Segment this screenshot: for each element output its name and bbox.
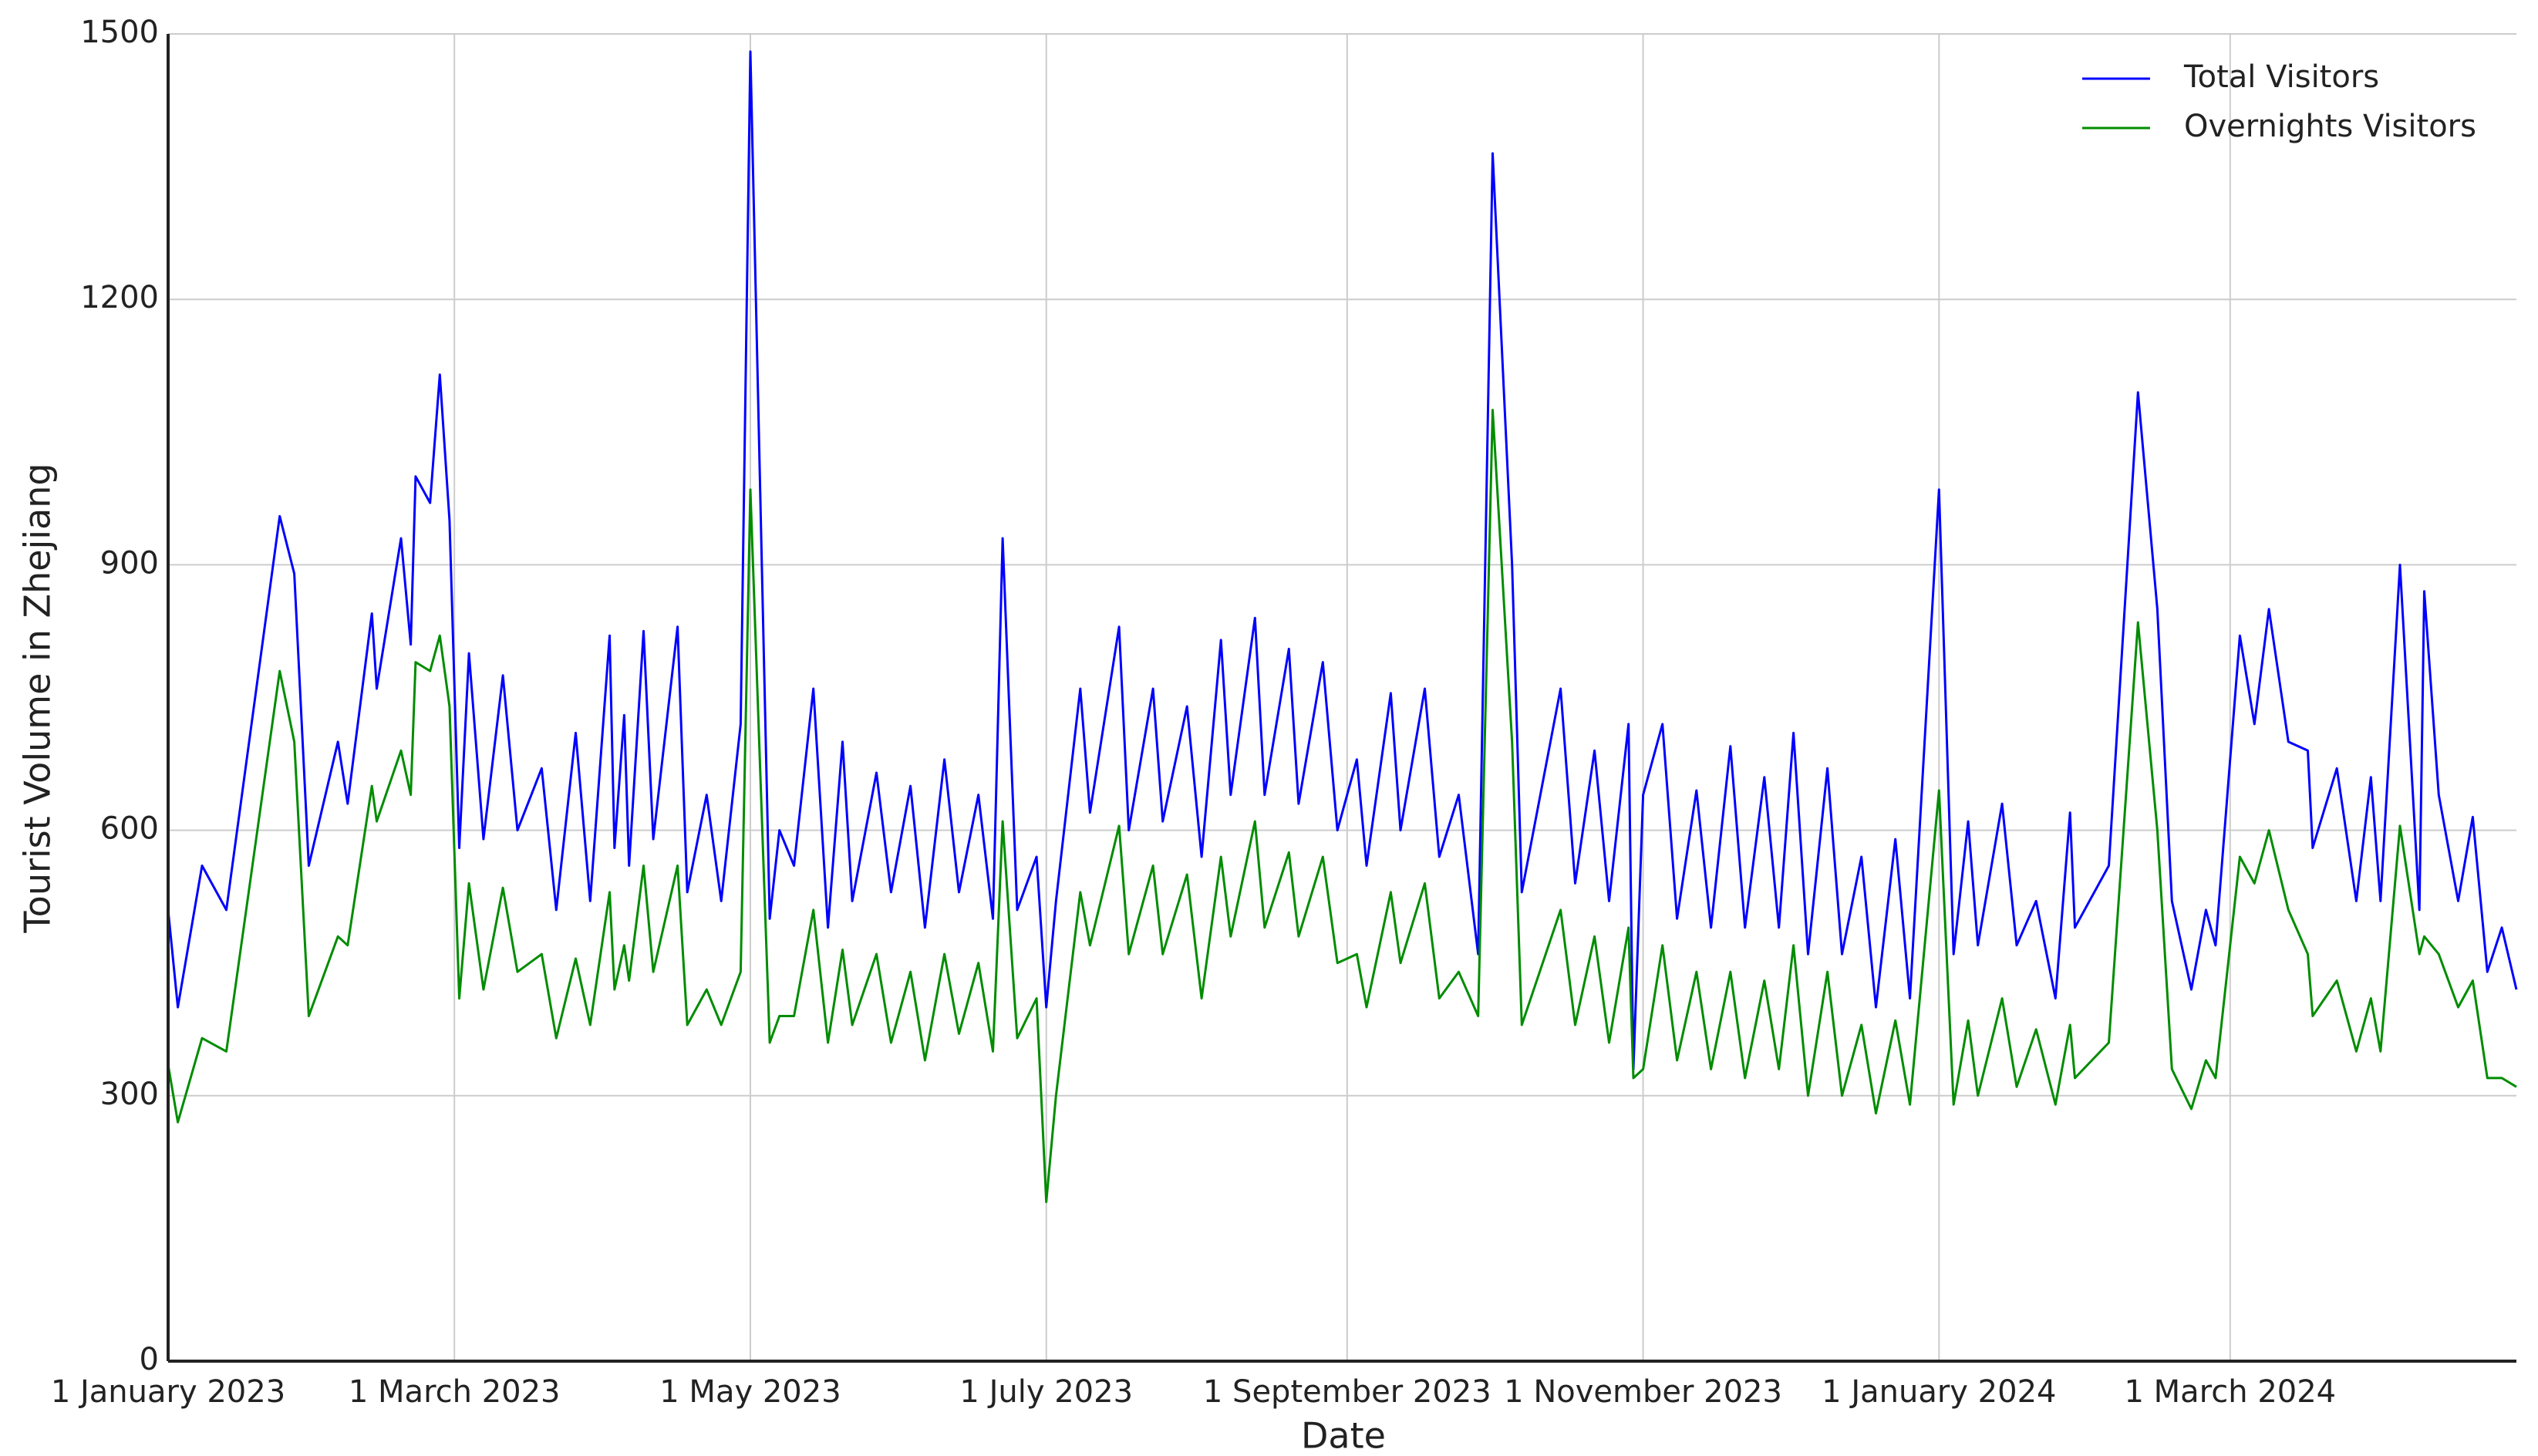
x-tick-label: 1 March 2024 (2125, 1374, 2337, 1410)
legend-label: Total Visitors (2183, 59, 2379, 95)
x-tick-label: 1 September 2023 (1203, 1374, 1491, 1410)
y-tick-label: 600 (100, 811, 159, 847)
y-tick-label: 1500 (80, 15, 159, 50)
y-tick-label: 900 (100, 545, 159, 581)
line-series (167, 50, 2518, 1070)
legend-label: Overnights Visitors (2184, 109, 2476, 144)
line-series (167, 409, 2517, 1203)
y-tick-label: 0 (140, 1342, 159, 1377)
x-tick-label: 1 November 2023 (1504, 1374, 1782, 1410)
x-tick-label: 1 January 2024 (1822, 1374, 2056, 1410)
x-tick-label: 1 May 2023 (659, 1374, 841, 1410)
y-axis-label: Tourist Volume in Zhejiang (17, 463, 59, 933)
x-tick-label: 1 January 2023 (51, 1374, 285, 1410)
x-tick-label: 1 July 2023 (959, 1374, 1133, 1410)
y-tick-label: 1200 (80, 280, 159, 315)
y-tick-label: 300 (100, 1077, 159, 1112)
x-axis-label: Date (1301, 1415, 1386, 1456)
x-tick-label: 1 March 2023 (349, 1374, 561, 1410)
